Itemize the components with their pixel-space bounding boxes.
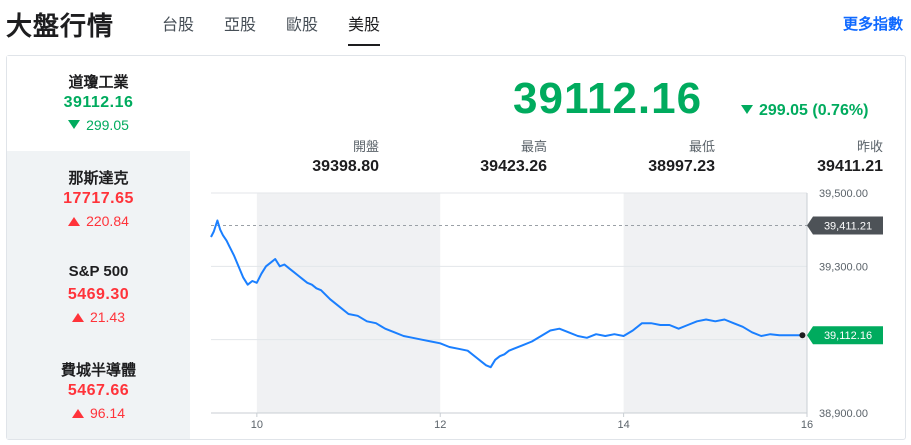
stat-value: 38997.23 <box>648 158 715 175</box>
intraday-chart[interactable]: 39,500.00 39,300.00 38,900.00 10 12 14 16 39,41… <box>7 56 905 439</box>
stat-low: 最低 38997.23 <box>595 136 715 176</box>
triangle-down-icon <box>68 120 81 129</box>
price-change-value: 299.05 (0.76%) <box>759 102 869 119</box>
triangle-up-icon <box>71 313 84 322</box>
chart-shaded-band <box>256 193 441 413</box>
stat-label: 最低 <box>688 139 715 154</box>
y-tick-label: 39,500.00 <box>819 188 868 200</box>
y-tick-label: 39,300.00 <box>819 261 868 273</box>
stat-label: 最高 <box>520 139 547 154</box>
sidebar-item-change-value: 21.43 <box>89 309 126 325</box>
sidebar-item-name: S&P 500 <box>68 263 129 280</box>
x-tick-label: 14 <box>617 419 629 431</box>
stat-value: 39423.26 <box>480 158 547 175</box>
tab-asia[interactable]: 亞股 <box>224 17 257 34</box>
chart-shaded-band <box>623 193 807 413</box>
sidebar-item-sox[interactable]: 費城半導體 5467.66 96.14 <box>7 345 190 440</box>
sidebar-item-change-value: 220.84 <box>86 213 129 229</box>
last-price-tag-label: 39,112.16 <box>824 330 872 342</box>
x-tick-label: 16 <box>801 419 813 431</box>
stat-prev-close: 昨收 39411.21 <box>763 136 883 176</box>
page-title: 大盤行情 <box>6 11 115 41</box>
stat-value: 39398.80 <box>312 158 379 175</box>
sidebar-item-price: 5469.30 <box>67 286 130 303</box>
quote-panel: 道瓊工業 39112.16 299.05 那斯達克 17717.65 220.8… <box>6 55 906 440</box>
last-price-tag-bg <box>807 326 883 345</box>
market-tabs: 台股 亞股 歐股 美股 <box>162 11 410 46</box>
more-indices-link[interactable]: 更多指數 <box>842 16 903 33</box>
prev-close-tag-label: 39,411.21 <box>824 221 872 233</box>
sidebar-item-change: 96.14 <box>7 405 190 421</box>
current-price: 39112.16 <box>513 74 703 123</box>
sidebar-item-change: 299.05 <box>7 117 190 133</box>
x-tick-label: 12 <box>434 419 446 431</box>
prev-close-tag-bg <box>807 216 883 235</box>
stat-open: 開盤 39398.80 <box>259 136 379 176</box>
sidebar-item-change: 220.84 <box>7 213 190 229</box>
sidebar-item-name: 那斯達克 <box>68 170 129 187</box>
tab-us[interactable]: 美股 <box>348 11 381 46</box>
triangle-up-icon <box>71 409 84 418</box>
sidebar-item-change: 21.43 <box>7 309 190 325</box>
triangle-up-icon <box>68 217 81 226</box>
sidebar-item-name: 費城半導體 <box>60 362 136 379</box>
x-tick-label: 10 <box>251 419 263 431</box>
stat-value: 39411.21 <box>817 158 883 175</box>
sidebar-item-price: 39112.16 <box>63 94 134 111</box>
tab-europe[interactable]: 歐股 <box>286 17 319 34</box>
stat-label: 開盤 <box>352 139 379 154</box>
y-tick-label: 38,900.00 <box>819 408 868 420</box>
sidebar-item-price: 17717.65 <box>63 190 134 207</box>
sidebar-item-name: 道瓊工業 <box>68 74 129 91</box>
tab-tw[interactable]: 台股 <box>162 17 195 34</box>
index-sidebar: 道瓊工業 39112.16 299.05 那斯達克 17717.65 220.8… <box>7 56 190 439</box>
sidebar-item-dow[interactable]: 道瓊工業 39112.16 299.05 <box>7 56 190 151</box>
price-line <box>210 219 803 369</box>
sidebar-item-change-value: 299.05 <box>86 117 129 133</box>
sidebar-item-nasdaq[interactable]: 那斯達克 17717.65 220.84 <box>7 153 190 248</box>
sidebar-item-change-value: 96.14 <box>89 405 126 421</box>
price-change: 299.05 (0.76%) <box>741 102 868 120</box>
triangle-down-icon <box>741 105 753 114</box>
sidebar-item-sp500[interactable]: S&P 500 5469.30 21.43 <box>7 249 190 344</box>
stat-label: 昨收 <box>856 139 883 154</box>
last-price-dot <box>799 332 806 339</box>
stat-high: 最高 39423.26 <box>427 136 547 176</box>
sidebar-item-price: 5467.66 <box>67 382 130 399</box>
